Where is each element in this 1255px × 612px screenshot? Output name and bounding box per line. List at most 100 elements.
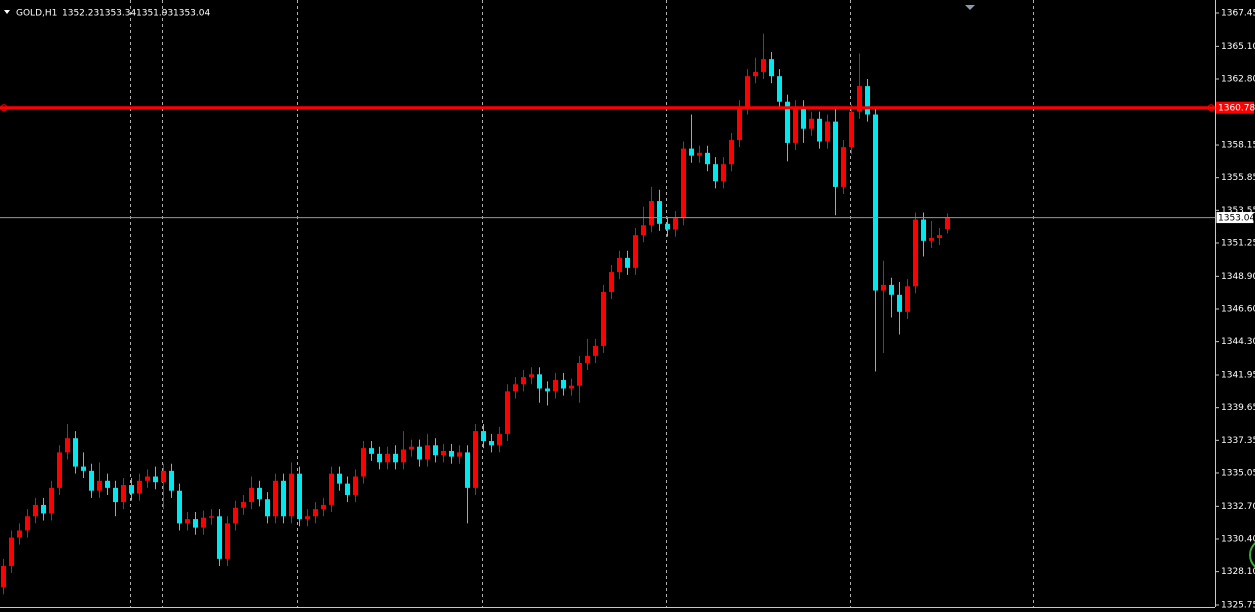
header-close: 1353.04 — [173, 9, 210, 19]
candle-body — [137, 480, 142, 494]
candle-body — [761, 59, 766, 72]
candle-body — [729, 140, 734, 165]
candle-body — [545, 388, 550, 392]
candle-body — [865, 86, 870, 115]
candle-body — [225, 523, 230, 559]
candle-body — [697, 152, 702, 156]
header-high: 1353.34 — [99, 9, 136, 19]
candle-body — [609, 272, 614, 292]
candle-body — [873, 114, 878, 291]
y-tick-label: 1335.05 — [1221, 468, 1255, 478]
candle-body — [241, 502, 246, 508]
candle-body — [337, 473, 342, 484]
candle-body — [937, 235, 942, 239]
candle-body — [257, 487, 262, 500]
candle-body — [393, 453, 398, 463]
candle-body — [233, 507, 238, 524]
y-tick-label: 1332.70 — [1221, 502, 1255, 512]
candle-body — [201, 517, 206, 528]
candle-body — [273, 480, 278, 517]
menu-triangle[interactable] — [4, 10, 10, 14]
candle-body — [553, 379, 558, 392]
candle-body — [753, 71, 758, 77]
candle-body — [841, 147, 846, 187]
candle-body — [905, 286, 910, 312]
candle-body — [265, 499, 270, 517]
candle-body — [121, 485, 126, 503]
candle-body — [889, 284, 894, 295]
candle-body — [489, 441, 494, 446]
y-tick-label: 1325.75 — [1221, 601, 1255, 611]
candle-body — [313, 509, 318, 517]
candle-body — [1, 565, 6, 588]
candle-body — [689, 148, 694, 156]
candle-body — [185, 519, 190, 524]
candle-body — [801, 107, 806, 129]
candle-body — [897, 294, 902, 312]
candle-body — [833, 121, 838, 187]
y-tick-label: 1348.90 — [1221, 272, 1255, 282]
candle-body — [593, 345, 598, 356]
candle-body — [57, 452, 62, 488]
candle-body — [921, 219, 926, 241]
candle-body — [65, 438, 70, 453]
candle-body — [369, 448, 374, 454]
candle-body — [673, 218, 678, 230]
candle-body — [449, 450, 454, 457]
candle-body — [25, 516, 30, 531]
candle-body — [217, 516, 222, 559]
y-tick-label: 1367.45 — [1221, 9, 1255, 19]
candle-body — [721, 164, 726, 182]
candle-body — [569, 385, 574, 389]
candle-body — [505, 391, 510, 434]
candle-body — [113, 487, 118, 503]
candle-body — [521, 377, 526, 385]
candle-body — [537, 374, 542, 389]
candle-body — [9, 537, 14, 566]
price-axis: 1367.45 1365.10 1362.80 1358.15 1355.85 1353.… — [1215, 9, 1255, 611]
y-tick-label: 1344.30 — [1221, 337, 1255, 347]
candle-body — [409, 446, 414, 450]
candle-body — [705, 152, 710, 165]
candle-body — [849, 111, 854, 148]
candle-body — [473, 431, 478, 488]
candle-body — [177, 490, 182, 524]
y-tick-label: 1337.35 — [1221, 436, 1255, 446]
candle-body — [209, 516, 214, 518]
candle-body — [153, 476, 158, 483]
candle-body — [825, 121, 830, 142]
y-tick-label: 1355.85 — [1221, 173, 1255, 183]
candle-body — [385, 453, 390, 463]
candle-body — [857, 86, 862, 112]
candle-body — [481, 431, 486, 442]
candle-body — [145, 476, 150, 481]
line-handle — [1207, 104, 1215, 112]
candle-body — [561, 379, 566, 389]
candle-body — [713, 164, 718, 182]
candle-body — [81, 466, 86, 471]
candle-body — [913, 219, 918, 287]
y-tick-label: 1358.15 — [1221, 141, 1255, 151]
candle-body — [929, 238, 934, 241]
candle-body — [105, 480, 110, 488]
line-handle — [0, 104, 8, 112]
candle-body — [497, 433, 502, 446]
shift-marker[interactable] — [965, 5, 975, 10]
y-tick-label: 1351.25 — [1221, 238, 1255, 248]
overlay: 1353.04 1360.78 — [0, 101, 1255, 225]
candle-body — [529, 374, 534, 378]
candle-body — [289, 473, 294, 517]
y-tick-label: 1365.10 — [1221, 42, 1255, 52]
candle-body — [777, 76, 782, 102]
candle-body — [97, 480, 102, 491]
y-tick-label: 1341.95 — [1221, 371, 1255, 381]
candle-body — [577, 362, 582, 386]
candle-body — [433, 445, 438, 456]
candle-body — [737, 107, 742, 141]
y-tick-label: 1353.55 — [1221, 206, 1255, 216]
header-low: 1351.93 — [136, 9, 173, 19]
candle-body — [641, 225, 646, 236]
candle-body — [617, 257, 622, 273]
